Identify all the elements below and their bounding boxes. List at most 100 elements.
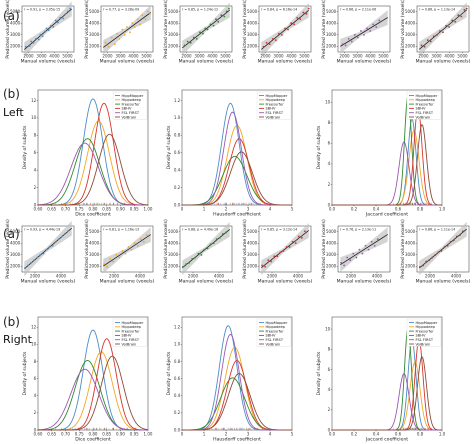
y-axis-label: Predicted volume (voxels) [242,0,248,59]
scatter-point [419,265,421,268]
y-tick-label: 5000 [247,9,258,14]
legend-label: VolBrain [266,342,281,346]
scatter-point [221,232,224,235]
scatter-point [60,235,63,238]
scatter-point [126,26,128,28]
x-axis-label: Hausdorff coefficient [213,437,261,443]
legend-box [256,91,292,120]
x-tick-label: 3000 [115,54,126,59]
x-tick-label: 0.90 [116,207,125,212]
section-b-label-right: (b) [3,315,20,329]
legend-label: HippMapper [266,321,288,325]
scatter-panel-hippmapper: r = 0.93, p = 4.44e-19 2000 4000 2000 3000 40… [5,219,76,284]
x-tick-label: 1 [203,432,206,437]
legend-label: HippMapper [122,321,144,325]
scatter-point [218,236,221,239]
scatter-point [271,37,274,40]
legend-label: SBHV [266,334,276,338]
x-tick-label: 0.65 [47,432,56,437]
y-axis-label: Predicted volume (voxels) [163,0,169,59]
y-axis-label: Predicted volume (voxels) [84,0,90,59]
scatter-point [124,252,127,255]
x-axis-label: Jaccard coefficient [365,212,408,218]
x-tick-label: 2000 [30,274,41,279]
y-axis-label: Density of subjects [316,125,322,169]
scatter-point [112,260,115,263]
y-tick-label: 2000 [405,44,416,49]
legend-label: SBHV [266,107,276,111]
x-axis-label: Dice coefficient [75,437,111,443]
y-tick-label: 4000 [326,241,337,246]
x-tick-label: 1.00 [144,207,153,212]
x-tick-label: 2000 [188,274,199,279]
regression-line [182,9,230,49]
y-tick-label: 4000 [405,21,416,26]
legend-label: FSL FIRST [266,111,284,115]
x-tick-label: 3000 [352,54,363,59]
side-label-left: Left [3,106,24,119]
y-tick-label: 6 [34,376,37,381]
legend-box [406,318,442,347]
scatter-point [454,20,457,23]
x-tick-label: 5 [291,432,294,437]
x-tick-label: 4000 [207,54,218,59]
y-tick-label: 8 [34,359,37,364]
stat-annotation: r = 0.77, p = 3.28e-09 [103,8,139,12]
y-tick-label: 8 [328,347,331,352]
x-tick-label: 1 [203,207,206,212]
x-tick-label: 2000 [346,274,357,279]
scatter-point [204,27,207,30]
x-tick-label: 0.0 [329,207,336,212]
scatter-point [343,264,346,267]
scatter-point [366,27,368,30]
x-axis-label: Manual volume (voxels) [337,279,392,285]
legend-label: VolBrain [122,342,137,346]
y-tick-label: 6 [328,141,331,146]
scatter-point [224,231,227,234]
scatter-point [361,252,364,255]
scatter-point [129,31,131,34]
scatter-point [378,19,381,22]
x-tick-label: 4000 [128,54,139,59]
y-tick-label: 2000 [326,264,337,269]
scatter-point [288,246,291,248]
stat-annotation: r = 0.76, p = 2.13e-11 [340,228,376,232]
scatter-point [356,36,359,39]
scatter-point [440,250,443,252]
x-tick-label: 0.4 [373,432,380,437]
scatter-point [182,265,184,268]
scatter-point [36,256,39,259]
y-tick-label: 0.0 [174,427,181,432]
scatter-point [123,34,126,36]
legend-label: Hippodeep [266,325,286,329]
stat-annotation: r = 0.85, p = 3.12e-14 [261,228,297,232]
scatter-point [54,19,57,22]
x-axis-label: Manual volume (voxels) [416,59,471,65]
x-tick-label: 2000 [267,274,278,279]
y-tick-label: 4000 [247,21,258,26]
y-tick-label: 0.6 [174,150,181,155]
y-tick-label: 2 [34,185,37,190]
scatter-point [426,39,429,42]
scatter-point [64,12,67,15]
y-tick-label: 5000 [89,229,100,234]
x-tick-label: 2000 [109,274,120,279]
scatter-panel-fsl-first: r = 0.76, p = 2.13e-11 2000 4000 2000 3000 40… [321,219,392,284]
scatter-point [373,244,376,247]
x-tick-label: 4000 [214,274,225,279]
density-curve-volbrain [332,123,443,206]
y-tick-label: 10 [31,115,37,120]
scatter-point [369,30,372,32]
x-axis-label: Jaccard coefficient [365,437,408,443]
scatter-point [443,246,446,248]
scatter-point [305,12,308,15]
y-tick-label: 5000 [10,9,21,14]
scatter-point [360,30,362,32]
y-axis-label: Density of subjects [166,125,172,169]
regression-line [261,10,309,50]
scatter-point [367,248,370,251]
